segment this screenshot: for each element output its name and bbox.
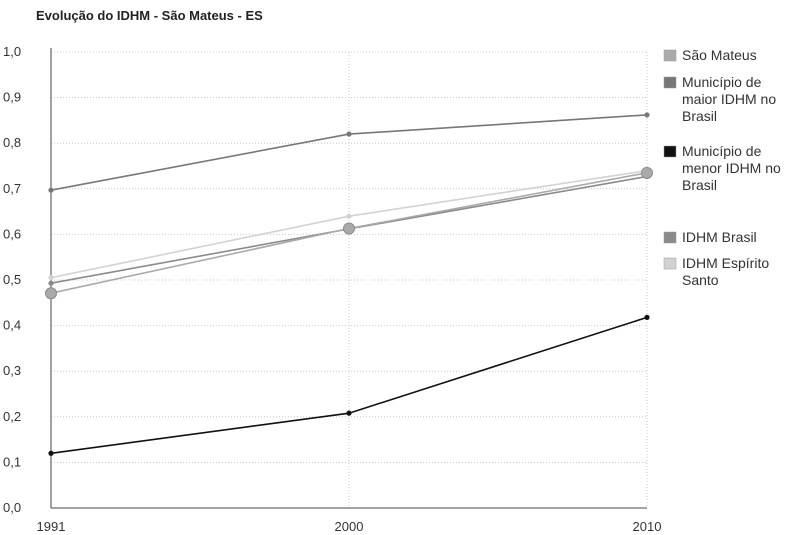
x-tick-label: 2000 [335,519,364,534]
grid-lines [51,51,648,508]
data-point [343,222,355,235]
data-point [346,410,352,416]
y-tick-label: 0,8 [3,135,21,150]
x-tick-label: 1991 [37,519,66,534]
axes: 0,0 0,1 0,2 0,3 0,4 0,5 0,6 0,7 0,8 0,9 1,0 1991 200… [3,44,661,534]
data-point [48,275,54,281]
series-group [45,112,653,456]
data-point [48,450,54,456]
legend-swatch [663,231,677,244]
y-tick-label: 0,5 [3,272,21,287]
legend-label: IDHM Espírito Santo [682,255,769,288]
legend-item: Município de maior IDHM no Brasil [663,74,776,124]
legend-swatch [663,257,677,270]
legend-item: IDHM Brasil [663,229,757,245]
y-tick-label: 0,6 [3,226,21,241]
legend-label: Município de menor IDHM no Brasil [682,143,781,193]
data-point [641,166,653,179]
legend-item: IDHM Espírito Santo [663,255,769,288]
y-tick-label: 0,2 [3,409,21,424]
legend-item: Município de menor IDHM no Brasil [663,143,781,193]
legend-item: São Mateus [663,47,757,63]
data-point [644,112,650,118]
data-point [346,131,352,137]
legend-label: São Mateus [682,47,757,63]
legend-swatch [663,76,677,89]
legend-swatch [663,145,677,158]
y-tick-label: 0,9 [3,90,21,105]
y-tick-label: 0,7 [3,181,21,196]
x-tick-label: 2010 [633,519,662,534]
data-point [346,213,352,219]
y-tick-label: 1,0 [3,44,21,59]
y-tick-label: 0,3 [3,363,21,378]
y-tick-label: 0,4 [3,318,21,333]
data-point [48,187,54,193]
series-0 [45,166,653,300]
y-tick-label: 0,0 [3,500,21,515]
chart-title: Evolução do IDHM - São Mateus - ES [36,8,263,23]
data-point [644,314,650,320]
data-point [48,280,54,286]
series-4 [48,167,650,281]
series-2 [48,314,650,456]
data-point [45,287,57,300]
legend-label: Município de maior IDHM no Brasil [682,74,776,124]
y-tick-label: 0,1 [3,454,21,469]
legend-label: IDHM Brasil [682,229,757,245]
legend: São Mateus Município de maior IDHM no Brasi… [663,47,781,288]
series-1 [48,112,650,193]
legend-swatch [663,49,677,62]
